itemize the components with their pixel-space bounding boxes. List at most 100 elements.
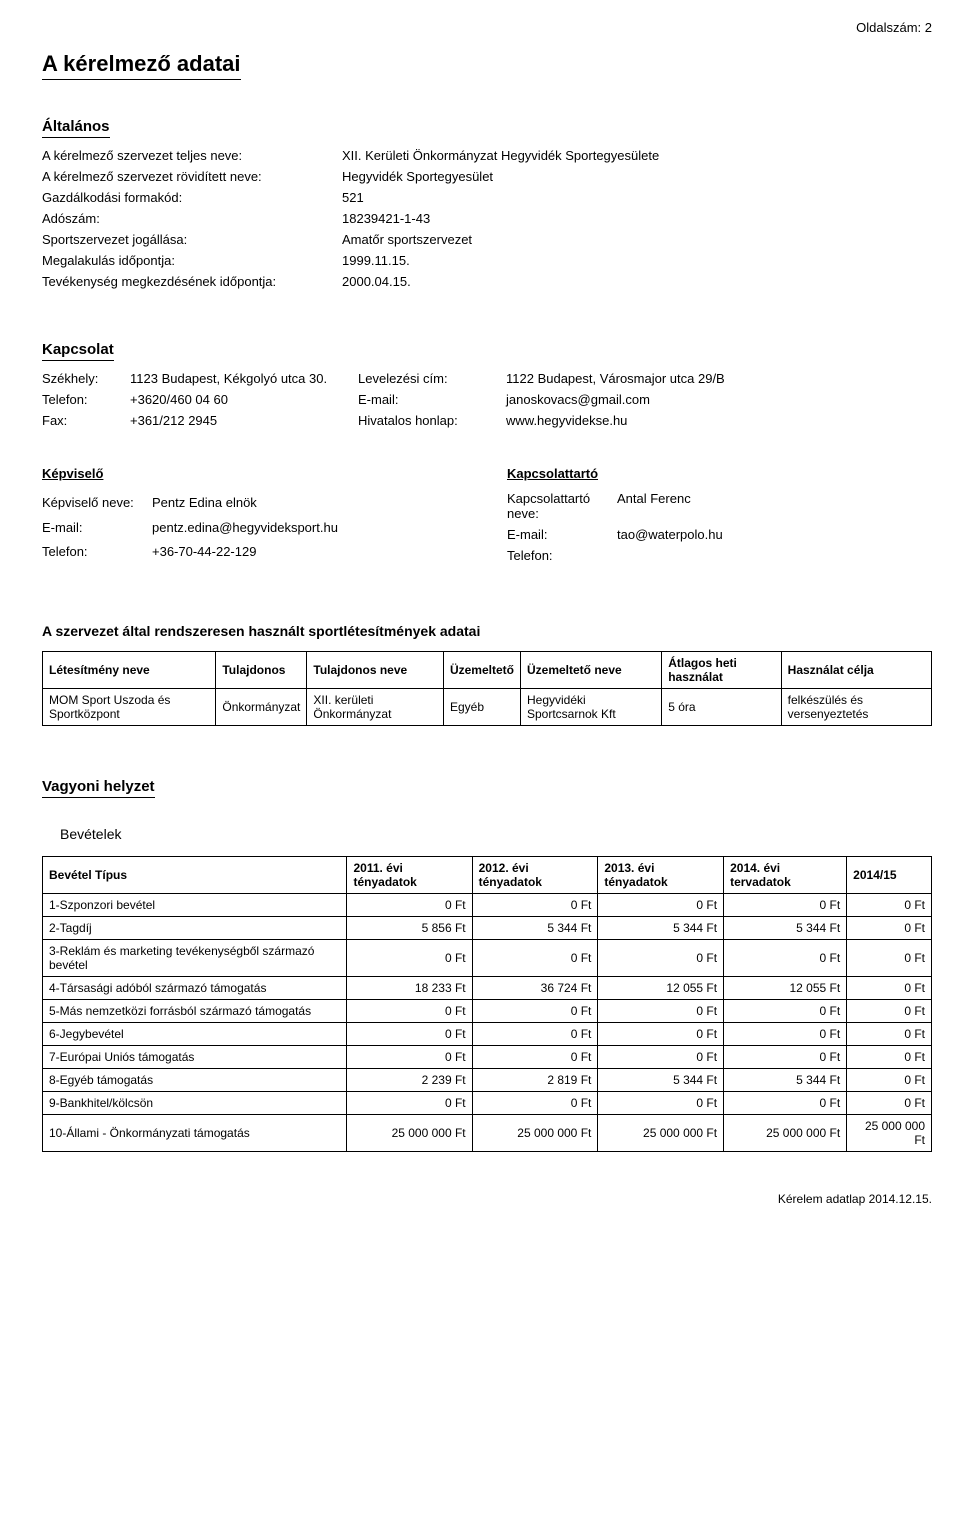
table-header-cell: 2014/15	[847, 857, 932, 894]
table-header-cell: Átlagos heti használat	[662, 652, 781, 689]
table-cell: 12 055 Ft	[598, 977, 724, 1000]
contact-heading: Kapcsolat	[42, 341, 114, 361]
facilities-heading: A szervezet által rendszeresen használt …	[42, 623, 932, 639]
page-title: A kérelmező adatai	[42, 51, 241, 80]
table-row: 9-Bankhitel/kölcsön0 Ft0 Ft0 Ft0 Ft0 Ft	[43, 1092, 932, 1115]
table-cell: 25 000 000 Ft	[347, 1115, 472, 1152]
contact-label: Telefon:	[42, 392, 122, 407]
rep-value: +36-70-44-22-129	[152, 544, 467, 563]
table-cell: 5 856 Ft	[347, 917, 472, 940]
rep-value: Pentz Edina elnök	[152, 495, 467, 514]
table-cell: 0 Ft	[598, 1092, 724, 1115]
table-row: 8-Egyéb támogatás2 239 Ft2 819 Ft5 344 F…	[43, 1069, 932, 1092]
rep-label: Képviselő neve:	[42, 495, 152, 514]
contact-value: 1123 Budapest, Kékgolyó utca 30.	[130, 371, 350, 386]
table-cell: 0 Ft	[724, 1046, 847, 1069]
footer-text: Kérelem adatlap 2014.12.15.	[42, 1192, 932, 1206]
general-value: XII. Kerületi Önkormányzat Hegyvidék Spo…	[342, 148, 932, 163]
table-cell: 0 Ft	[598, 1046, 724, 1069]
general-label: Sportszervezet jogállása:	[42, 232, 332, 247]
table-header-cell: 2014. évi tervadatok	[724, 857, 847, 894]
table-header-cell: Használat célja	[781, 652, 931, 689]
contact-value: +3620/460 04 60	[130, 392, 350, 407]
table-cell: 0 Ft	[847, 1023, 932, 1046]
rep-value: Antal Ferenc	[617, 491, 932, 521]
table-cell: 0 Ft	[347, 1046, 472, 1069]
general-value: 1999.11.15.	[342, 253, 932, 268]
contact-value: www.hegyvidekse.hu	[506, 413, 932, 428]
table-row: 5-Más nemzetközi forrásból származó támo…	[43, 1000, 932, 1023]
table-cell: 12 055 Ft	[724, 977, 847, 1000]
finance-table: Bevétel Típus2011. évi tényadatok2012. é…	[42, 856, 932, 1152]
table-cell: 0 Ft	[347, 1023, 472, 1046]
contact-label: Levelezési cím:	[358, 371, 498, 386]
table-cell: 3-Reklám és marketing tevékenységből szá…	[43, 940, 347, 977]
rep-value	[617, 548, 932, 563]
table-cell: 5 344 Ft	[598, 917, 724, 940]
rep-label: E-mail:	[42, 520, 152, 539]
finance-heading: Vagyoni helyzet	[42, 778, 155, 798]
section-contact: Kapcsolat Székhely: 1123 Budapest, Kékgol…	[42, 327, 932, 428]
table-cell: 0 Ft	[847, 1069, 932, 1092]
table-cell: 2 239 Ft	[347, 1069, 472, 1092]
page-number: Oldalszám: 2	[42, 20, 932, 35]
rep-value: tao@waterpolo.hu	[617, 527, 932, 542]
table-cell: 1-Szponzori bevétel	[43, 894, 347, 917]
table-cell: 5 344 Ft	[724, 917, 847, 940]
section-general: Általános A kérelmező szervezet teljes n…	[42, 104, 932, 289]
facilities-table: Létesítmény neveTulajdonosTulajdonos nev…	[42, 651, 932, 726]
rep-label: Telefon:	[507, 548, 617, 563]
rep-value: pentz.edina@hegyvideksport.hu	[152, 520, 467, 539]
table-cell: 25 000 000 Ft	[847, 1115, 932, 1152]
general-value: 2000.04.15.	[342, 274, 932, 289]
table-cell: 0 Ft	[847, 917, 932, 940]
table-row: 2-Tagdíj5 856 Ft5 344 Ft5 344 Ft5 344 Ft…	[43, 917, 932, 940]
section-finance: Vagyoni helyzet Bevételek Bevétel Típus2…	[42, 764, 932, 1152]
table-header-row: Bevétel Típus2011. évi tényadatok2012. é…	[43, 857, 932, 894]
table-cell: 0 Ft	[472, 1046, 598, 1069]
table-cell: 0 Ft	[347, 1092, 472, 1115]
table-header-cell: Üzemeltető	[443, 652, 520, 689]
table-cell: 36 724 Ft	[472, 977, 598, 1000]
table-cell: 2-Tagdíj	[43, 917, 347, 940]
table-cell: Egyéb	[443, 689, 520, 726]
table-cell: 5 344 Ft	[472, 917, 598, 940]
table-cell: 0 Ft	[472, 1023, 598, 1046]
table-cell: 0 Ft	[472, 1092, 598, 1115]
table-header-cell: Tulajdonos neve	[307, 652, 444, 689]
table-cell: 0 Ft	[724, 894, 847, 917]
table-row: 1-Szponzori bevétel0 Ft0 Ft0 Ft0 Ft0 Ft	[43, 894, 932, 917]
general-heading: Általános	[42, 118, 110, 138]
table-cell: MOM Sport Uszoda és Sportközpont	[43, 689, 216, 726]
contact-label: Hivatalos honlap:	[358, 413, 498, 428]
table-cell: 0 Ft	[847, 1000, 932, 1023]
rep-label: Kapcsolattartó neve:	[507, 491, 617, 521]
table-cell: 0 Ft	[724, 1092, 847, 1115]
table-row: MOM Sport Uszoda és SportközpontÖnkormán…	[43, 689, 932, 726]
table-cell: 25 000 000 Ft	[724, 1115, 847, 1152]
rep-label: E-mail:	[507, 527, 617, 542]
general-label: A kérelmező szervezet teljes neve:	[42, 148, 332, 163]
table-header-cell: Létesítmény neve	[43, 652, 216, 689]
table-cell: 0 Ft	[847, 977, 932, 1000]
table-row: 7-Európai Uniós támogatás0 Ft0 Ft0 Ft0 F…	[43, 1046, 932, 1069]
table-header-cell: Bevétel Típus	[43, 857, 347, 894]
table-row: 4-Társasági adóból származó támogatás18 …	[43, 977, 932, 1000]
contact-label: Székhely:	[42, 371, 122, 386]
contact-label: Fax:	[42, 413, 122, 428]
table-cell: 0 Ft	[598, 940, 724, 977]
representative-left: Képviselő Képviselő neve:Pentz Edina eln…	[42, 466, 467, 563]
table-cell: 0 Ft	[598, 1023, 724, 1046]
contact-value: +361/212 2945	[130, 413, 350, 428]
table-cell: 0 Ft	[724, 1023, 847, 1046]
table-cell: felkészülés és versenyeztetés	[781, 689, 931, 726]
table-cell: 7-Európai Uniós támogatás	[43, 1046, 347, 1069]
table-row: 10-Állami - Önkormányzati támogatás25 00…	[43, 1115, 932, 1152]
general-label: Tevékenység megkezdésének időpontja:	[42, 274, 332, 289]
table-cell: 5-Más nemzetközi forrásból származó támo…	[43, 1000, 347, 1023]
table-cell: 0 Ft	[847, 1046, 932, 1069]
contact-person-heading: Kapcsolattartó	[507, 466, 932, 481]
table-cell: 0 Ft	[472, 940, 598, 977]
table-header-row: Létesítmény neveTulajdonosTulajdonos nev…	[43, 652, 932, 689]
table-row: 6-Jegybevétel0 Ft0 Ft0 Ft0 Ft0 Ft	[43, 1023, 932, 1046]
